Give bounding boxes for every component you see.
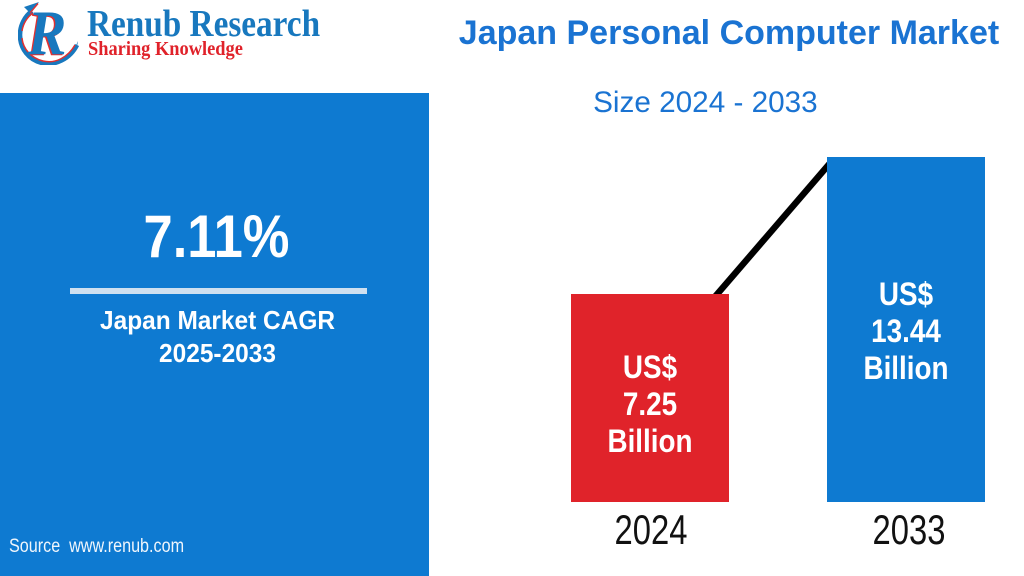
svg-text:R: R — [27, 2, 67, 65]
